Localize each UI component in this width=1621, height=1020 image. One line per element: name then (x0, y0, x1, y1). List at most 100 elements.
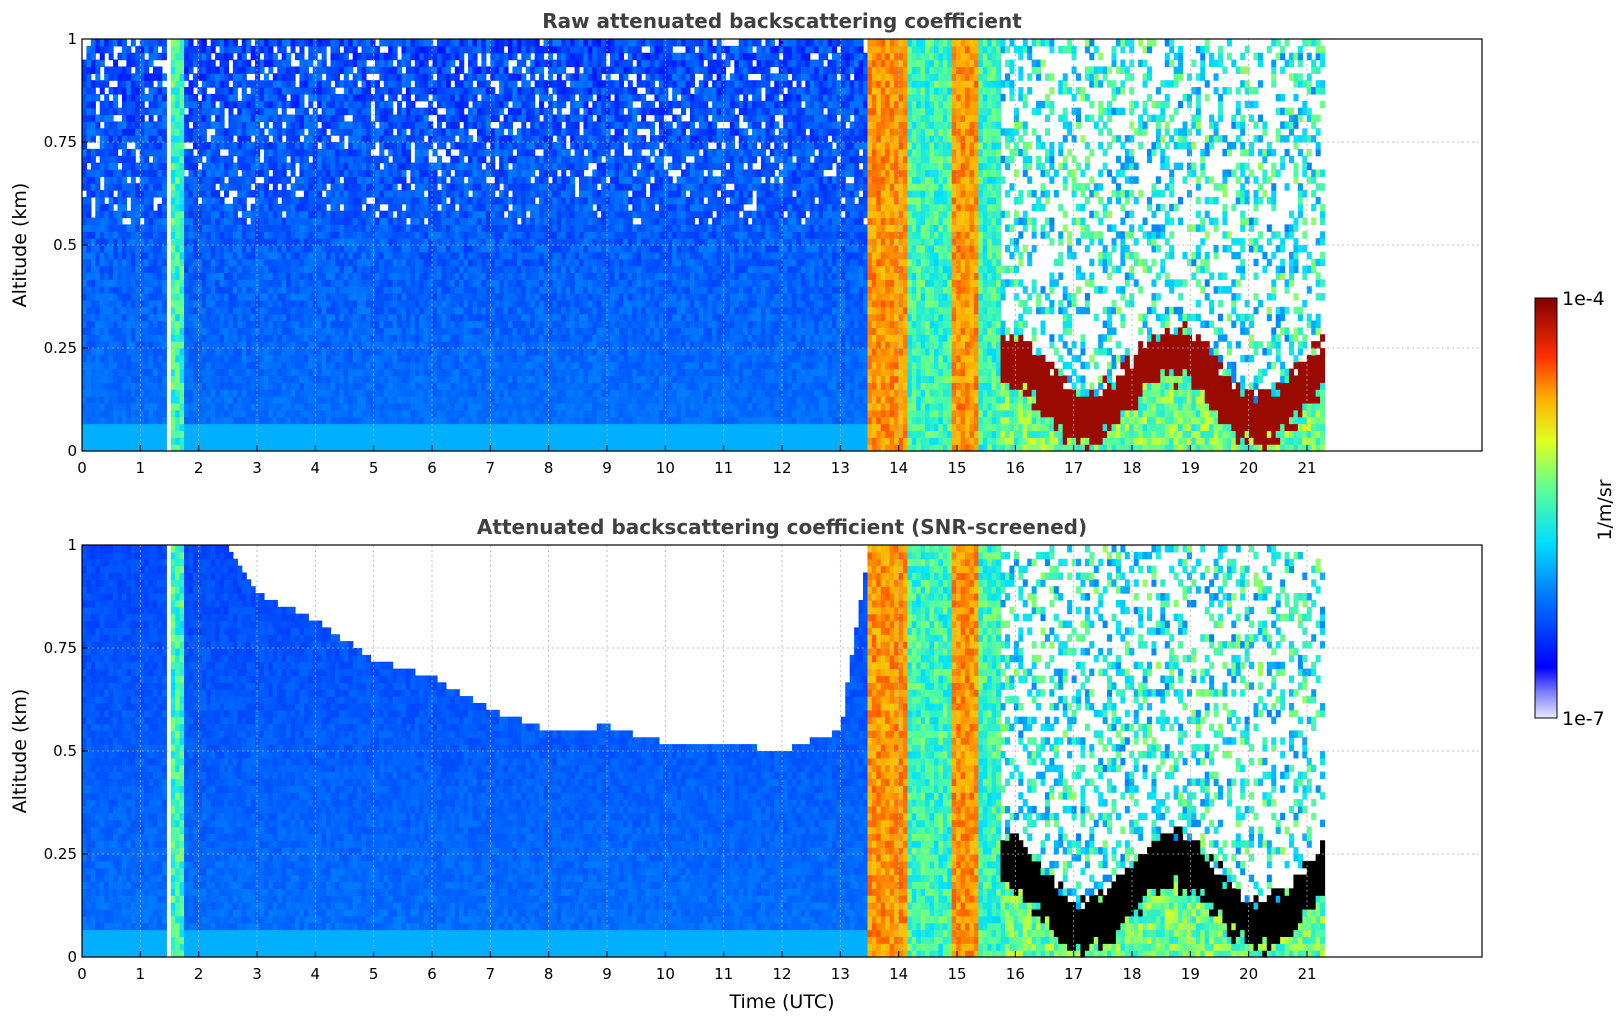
heatmap-cell (250, 286, 256, 294)
heatmap-cell (441, 286, 447, 294)
heatmap-cell (348, 265, 354, 274)
heatmap-cell (410, 39, 416, 47)
heatmap-cell (334, 114, 340, 122)
heatmap-cell (379, 231, 385, 239)
heatmap-cell (95, 238, 101, 246)
heatmap-cell (197, 39, 203, 47)
heatmap-cell (148, 258, 154, 267)
heatmap-cell (179, 238, 185, 246)
heatmap-cell (268, 444, 274, 452)
heatmap-cell (343, 293, 349, 301)
heatmap-cell (170, 183, 176, 191)
heatmap-cell (383, 107, 389, 116)
heatmap-cell (117, 444, 123, 452)
heatmap-cell (450, 361, 456, 370)
heatmap-cell (339, 251, 345, 260)
heatmap-cell (219, 142, 225, 150)
heatmap-cell (330, 251, 336, 260)
heatmap-cell (90, 361, 96, 370)
heatmap-cell (250, 341, 256, 349)
heatmap-cell (135, 293, 141, 301)
heatmap-cell (459, 354, 465, 363)
heatmap-cell (175, 423, 181, 431)
heatmap-cell (215, 423, 221, 431)
heatmap-cell (237, 224, 243, 232)
heatmap-cell (130, 59, 136, 68)
heatmap-cell (321, 437, 327, 445)
heatmap-cell (459, 402, 465, 411)
heatmap-cell (259, 135, 265, 143)
heatmap-cell (317, 320, 323, 328)
heatmap-cell (104, 430, 110, 438)
heatmap-cell (357, 361, 363, 370)
heatmap-cell (290, 148, 296, 157)
heatmap-cell (383, 52, 389, 61)
heatmap-cell (374, 190, 380, 198)
heatmap-cell (153, 93, 159, 102)
heatmap-cell (428, 354, 434, 363)
heatmap-cell (170, 293, 176, 301)
heatmap-cell (339, 93, 345, 102)
heatmap-cell (383, 423, 389, 431)
heatmap-cell (445, 210, 451, 219)
heatmap-cell (250, 299, 256, 308)
heatmap-cell (303, 114, 309, 122)
heatmap-cell (357, 409, 363, 418)
heatmap-cell (108, 299, 114, 308)
heatmap-cell (206, 361, 212, 370)
heatmap-cell (161, 245, 167, 253)
heatmap-cell (179, 389, 185, 397)
heatmap-cell (326, 73, 332, 81)
heatmap-cell (179, 265, 185, 274)
heatmap-cell (290, 430, 296, 438)
heatmap-cell (441, 258, 447, 267)
heatmap-cell (117, 135, 123, 143)
heatmap-cell (303, 437, 309, 445)
heatmap-cell (308, 299, 314, 308)
heatmap-cell (161, 265, 167, 274)
heatmap-cell (290, 169, 296, 177)
heatmap-cell (179, 354, 185, 363)
heatmap-cell (454, 245, 460, 253)
heatmap-cell (224, 279, 230, 287)
heatmap-cell (188, 183, 194, 191)
heatmap-cell (463, 217, 469, 225)
heatmap-cell (419, 430, 425, 438)
heatmap-cell (472, 169, 478, 177)
heatmap-cell (210, 375, 216, 383)
heatmap-cell (428, 279, 434, 287)
heatmap-cell (255, 313, 261, 322)
heatmap-cell (90, 396, 96, 404)
heatmap-cell (441, 361, 447, 370)
heatmap-cell (148, 93, 154, 102)
heatmap-cell (317, 382, 323, 390)
heatmap-cell (201, 368, 207, 377)
heatmap-cell (401, 73, 407, 81)
heatmap-cell (179, 334, 185, 342)
heatmap-cell (175, 183, 181, 191)
heatmap-cell (153, 148, 159, 157)
heatmap-cell (130, 389, 136, 397)
heatmap-cell (272, 437, 278, 445)
heatmap-cell (130, 444, 136, 452)
heatmap-cell (410, 45, 416, 54)
heatmap-cell (104, 341, 110, 349)
heatmap-cell (219, 265, 225, 274)
heatmap-cell (303, 142, 309, 150)
heatmap-cell (379, 251, 385, 260)
heatmap-cell (95, 444, 101, 452)
heatmap-cell (130, 224, 136, 232)
heatmap-cell (268, 155, 274, 164)
heatmap-cell (99, 416, 105, 425)
heatmap-cell (476, 313, 482, 322)
heatmap-cell (366, 299, 372, 308)
heatmap-cell (468, 320, 474, 328)
heatmap-cell (144, 409, 150, 418)
heatmap-cell (361, 430, 367, 438)
heatmap-cell (86, 128, 92, 136)
heatmap-cell (374, 375, 380, 383)
heatmap-cell (286, 375, 292, 383)
heatmap-cell (321, 382, 327, 390)
heatmap-cell (339, 375, 345, 383)
heatmap-cell (108, 437, 114, 445)
